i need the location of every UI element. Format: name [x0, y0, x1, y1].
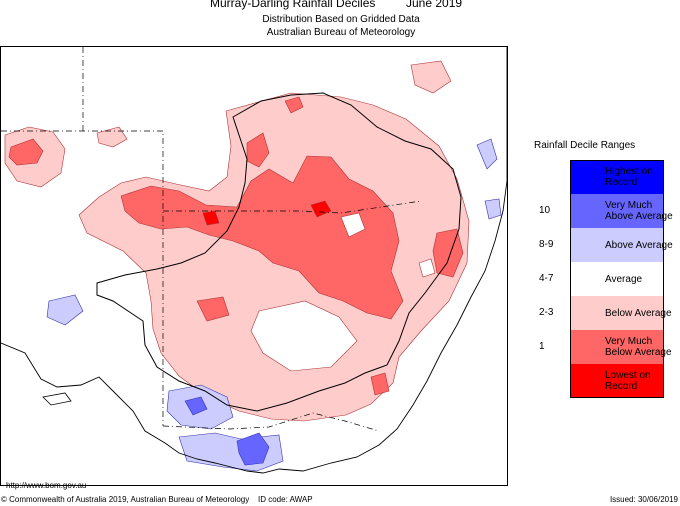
map-date: June 2019 — [406, 0, 463, 10]
map-subtitle-agency: Australian Bureau of Meteorology — [266, 27, 416, 38]
footer-url: http://www.bom.gov.au — [6, 481, 87, 490]
above-average-region-southwest — [46, 294, 84, 326]
legend-label-average: Average — [605, 273, 643, 285]
legend-label-very-much-below: Very Much Below Average — [605, 336, 672, 358]
legend-title: Rainfall Decile Ranges — [534, 140, 636, 151]
basin-boundary — [96, 92, 462, 412]
legend-code — [539, 160, 569, 194]
legend-label-highest: Highest on Record — [605, 166, 653, 188]
very-much-below-patch-top — [284, 96, 304, 114]
map-title: Murray-Darling Rainfall Deciles — [210, 0, 376, 10]
legend-row-very-much-above: 10 Very Much Above Average — [539, 194, 680, 228]
very-much-below-patch-east — [432, 228, 464, 278]
legend-row-below: 2-3 Below Average — [539, 296, 680, 330]
legend-code: 4-7 — [539, 273, 554, 284]
map-title-bar: Murray-Darling Rainfall Deciles June 201… — [0, 0, 680, 14]
legend-code: 1 — [539, 341, 545, 352]
footer-issued-date: Issued: 30/06/2019 — [609, 495, 678, 504]
very-much-above-region-melbourne — [236, 432, 270, 466]
legend-swatch-very-much-above — [570, 194, 664, 228]
legend-code — [539, 364, 569, 398]
very-much-below-patch-south — [370, 372, 390, 396]
legend-code: 2-3 — [539, 307, 554, 318]
legend-label-very-much-above: Very Much Above Average — [605, 200, 673, 222]
legend-row-lowest: Lowest on Record — [539, 364, 680, 398]
legend-code: 10 — [539, 205, 551, 216]
very-much-below-patch-west — [196, 296, 230, 322]
map-subtitle-distribution: Distribution Based on Gridded Data — [262, 14, 420, 25]
above-average-patch-coast-mid — [484, 198, 502, 220]
footer-bar: © Commonwealth of Australia 2019, Austra… — [0, 494, 680, 506]
legend-swatch-average — [570, 262, 664, 296]
average-patch-central — [340, 212, 366, 238]
average-patch-south — [250, 300, 358, 372]
legend-swatch-highest — [570, 160, 664, 194]
legend-swatch-very-much-below — [570, 330, 664, 364]
map-graphic — [1, 47, 507, 485]
legend-code: 8-9 — [539, 239, 554, 250]
state-border-qld-nsw — [163, 200, 422, 214]
legend-swatch-above — [570, 228, 664, 262]
legend-label-lowest: Lowest on Record — [605, 370, 651, 392]
below-average-patch-northeast — [410, 60, 452, 94]
legend-label-above: Above Average — [605, 239, 673, 251]
very-much-below-region-central — [120, 155, 404, 320]
lowest-on-record-spot-central — [310, 200, 332, 218]
legend-row-very-much-below: 1 Very Much Below Average — [539, 330, 680, 364]
legend-row-highest: Highest on Record — [539, 160, 680, 194]
state-border-nsw-vic — [162, 412, 380, 432]
very-much-below-patch-northwest — [8, 138, 44, 166]
legend-row-average: 4-7 Average — [539, 262, 680, 296]
rainfall-decile-map — [0, 46, 508, 486]
legend-label-below: Below Average — [605, 307, 672, 319]
legend-swatch-below — [570, 296, 664, 330]
footer-id-code: ID code: AWAP — [258, 495, 313, 504]
average-patch-east — [418, 258, 436, 278]
below-average-patch-north — [96, 126, 128, 148]
very-much-above-patch-victoria-west — [184, 396, 208, 416]
lowest-on-record-spot-west — [202, 210, 220, 226]
above-average-region-east-coast — [476, 138, 498, 170]
kangaroo-island — [42, 392, 72, 406]
state-border-qld-sa — [1, 130, 164, 426]
legend-row-above: 8-9 Above Average — [539, 228, 680, 262]
legend-swatch-lowest — [570, 364, 664, 398]
coastline — [1, 47, 507, 474]
footer-copyright: © Commonwealth of Australia 2019, Austra… — [1, 495, 250, 504]
